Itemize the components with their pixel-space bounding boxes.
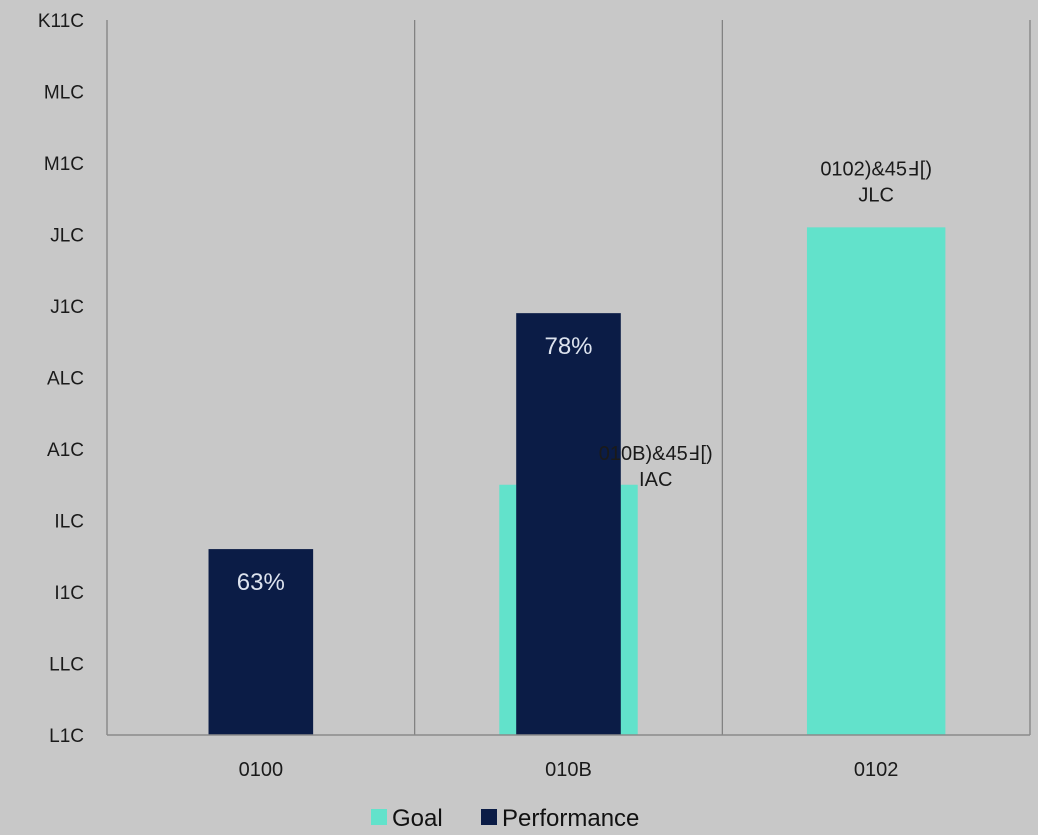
legend: Goal Performance bbox=[371, 805, 639, 832]
y-tick-label: I1C bbox=[54, 583, 84, 604]
y-tick-label: A1C bbox=[47, 440, 84, 461]
y-tick-label: JLC bbox=[50, 226, 84, 247]
y-tick-labels: L1C LLC I1C ILC A1C ALC J1C JLC M1C MLC K11C bbox=[38, 11, 84, 747]
data-labels: 010B)&45߃[) IAC 0102)&45߃[) JLC 63% 78% bbox=[237, 158, 932, 596]
y-tick-label: J1C bbox=[50, 297, 84, 318]
goal-bar bbox=[806, 227, 946, 735]
x-tick-label: 0102 bbox=[854, 759, 899, 781]
legend-label: Goal bbox=[392, 805, 443, 832]
legend-swatch bbox=[481, 809, 497, 825]
goal-data-label: 010B)&45߃[) bbox=[599, 443, 713, 465]
y-tick-label: K11C bbox=[38, 11, 84, 32]
axes bbox=[106, 20, 1030, 736]
performance-data-label: 78% bbox=[544, 333, 592, 360]
y-tick-label: ILC bbox=[54, 512, 84, 533]
bars bbox=[208, 227, 946, 735]
performance-bar bbox=[516, 313, 621, 735]
x-tick-labels: 0100 010B 0102 bbox=[239, 759, 899, 781]
category-dividers bbox=[414, 20, 1031, 735]
y-tick-label: ALC bbox=[47, 369, 84, 390]
performance-bar bbox=[208, 549, 314, 735]
x-tick-label: 010B bbox=[545, 759, 592, 781]
y-tick-label: M1C bbox=[44, 154, 84, 175]
goal-data-label: IAC bbox=[639, 469, 672, 491]
y-tick-label: LLC bbox=[49, 655, 84, 676]
legend-label: Performance bbox=[502, 805, 639, 832]
legend-swatch bbox=[371, 809, 387, 825]
performance-data-label: 63% bbox=[237, 569, 285, 596]
goal-data-label: JLC bbox=[858, 184, 894, 206]
x-tick-label: 0100 bbox=[239, 759, 284, 781]
goal-data-label: 0102)&45߃[) bbox=[820, 158, 932, 180]
y-tick-label: MLC bbox=[44, 83, 84, 104]
y-tick-label: L1C bbox=[49, 726, 84, 747]
